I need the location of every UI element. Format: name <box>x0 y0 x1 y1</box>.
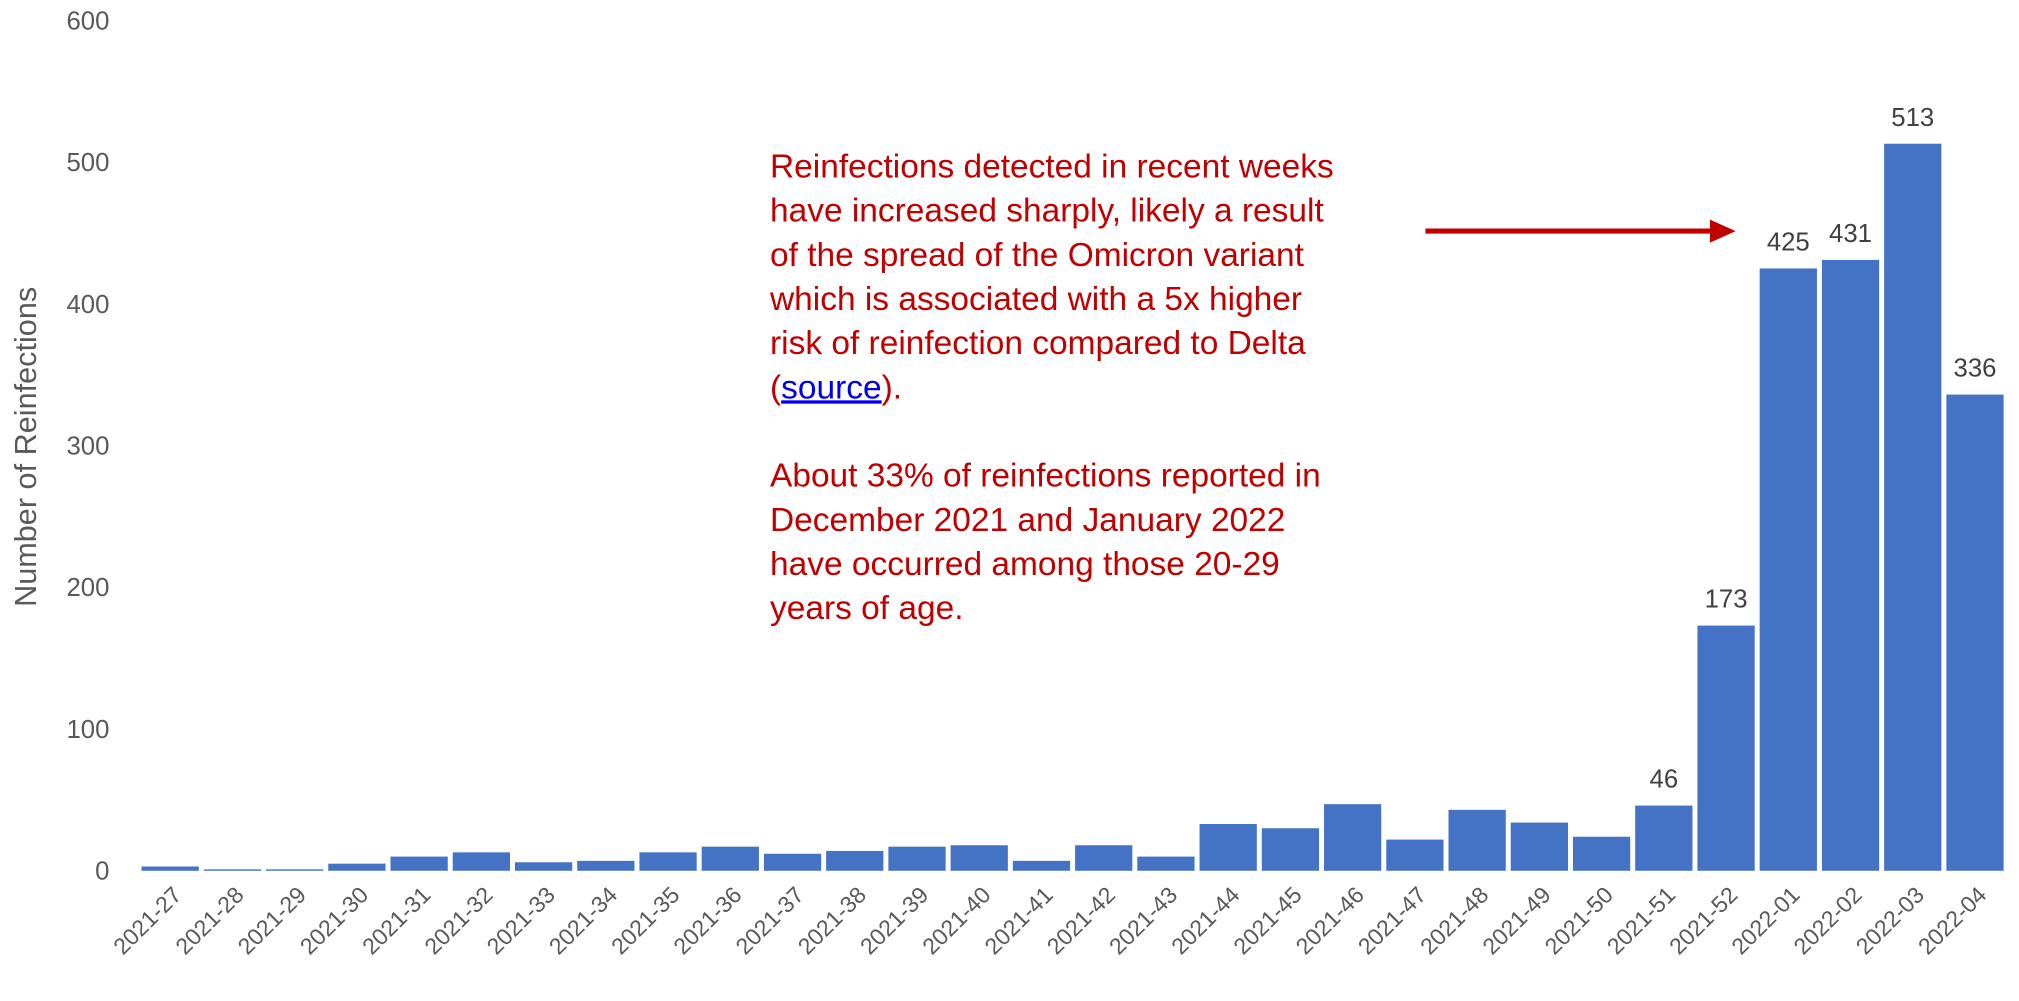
x-tick-label: 2022-03 <box>1851 882 1930 960</box>
source-link[interactable]: source <box>781 369 881 406</box>
annotation-line: Reinfections detected in recent weeks <box>770 149 1334 186</box>
x-tick-label: 2021-34 <box>544 881 623 959</box>
bar <box>950 845 1008 871</box>
y-tick-label: 500 <box>67 149 110 177</box>
x-tick-label: 2021-39 <box>855 882 934 960</box>
annotation-text: ( <box>770 369 781 406</box>
bar <box>1635 805 1693 871</box>
bar <box>141 866 199 871</box>
annotation-line: About 33% of reinfections reported in <box>770 458 1321 495</box>
bar <box>390 856 448 871</box>
bar <box>1137 856 1195 871</box>
y-tick-label: 200 <box>67 574 110 602</box>
annotation-text: ). <box>882 369 902 406</box>
bar <box>888 846 946 871</box>
bar <box>1199 823 1257 871</box>
x-tick-label: 2021-42 <box>1042 882 1121 960</box>
bar <box>1884 143 1942 871</box>
data-label: 513 <box>1891 104 1934 132</box>
x-tick-label: 2021-29 <box>233 882 312 960</box>
bar <box>577 860 635 871</box>
annotation-line: which is associated with a 5x higher <box>769 281 1302 318</box>
x-tick-label: 2021-46 <box>1291 882 1370 960</box>
x-tick-label: 2021-33 <box>481 882 560 960</box>
y-tick-label: 600 <box>67 7 110 35</box>
x-tick-label: 2021-47 <box>1353 882 1432 960</box>
arrow-head <box>1709 219 1736 243</box>
bar <box>1821 259 1880 871</box>
x-tick-label: 2021-28 <box>170 882 249 960</box>
bar <box>514 862 573 871</box>
bar <box>763 853 822 871</box>
bar <box>1572 836 1631 871</box>
annotation-line: December 2021 and January 2022 <box>770 502 1285 539</box>
x-tick-label: 2021-50 <box>1539 882 1618 960</box>
x-tick-label: 2021-37 <box>730 882 809 960</box>
x-tick-label: 2021-32 <box>419 882 498 960</box>
y-tick-label: 100 <box>67 716 110 744</box>
x-tick-label: 2021-36 <box>668 882 747 960</box>
y-tick-label: 400 <box>67 291 110 319</box>
x-tick-label: 2021-44 <box>1166 881 1245 959</box>
bar <box>826 850 884 871</box>
bar <box>452 852 510 871</box>
bar <box>1386 839 1444 871</box>
bar <box>1510 822 1568 871</box>
bar <box>1261 828 1320 871</box>
x-tick-label: 2021-51 <box>1602 882 1681 960</box>
x-tick-label: 2021-41 <box>979 882 1058 960</box>
data-label: 431 <box>1829 220 1872 248</box>
bar <box>1448 809 1506 871</box>
data-label: 336 <box>1954 355 1997 383</box>
bar <box>701 846 759 871</box>
x-tick-label: 2021-30 <box>295 882 374 960</box>
y-axis-label: Number of Reinfections <box>8 287 43 607</box>
x-tick-label: 2021-45 <box>1228 882 1307 960</box>
x-tick-label: 2022-04 <box>1913 881 1992 959</box>
x-tick-label: 2021-52 <box>1664 882 1743 960</box>
x-tick-label: 2021-27 <box>108 882 187 960</box>
bar <box>1324 804 1382 871</box>
x-tick-label: 2021-43 <box>1104 882 1183 960</box>
data-label: 46 <box>1650 766 1679 794</box>
bar <box>639 852 697 871</box>
annotation-line: have occurred among those 20-29 <box>770 546 1280 583</box>
annotation-line: years of age. <box>770 590 964 627</box>
x-tick-label: 2022-02 <box>1788 882 1867 960</box>
data-label: 173 <box>1705 586 1748 614</box>
y-tick-label: 0 <box>95 858 109 886</box>
x-tick-label: 2021-31 <box>357 882 436 960</box>
x-tick-label: 2021-49 <box>1477 882 1556 960</box>
annotation-line: have increased sharply, likely a result <box>770 193 1324 230</box>
bar <box>1759 268 1817 871</box>
bar <box>1075 845 1133 871</box>
bar <box>203 869 262 871</box>
annotation-line: (source). <box>770 369 902 406</box>
x-tick-label: 2021-38 <box>793 882 872 960</box>
x-tick-label: 2021-48 <box>1415 882 1494 960</box>
bar <box>1012 860 1071 871</box>
x-tick-label: 2021-35 <box>606 882 685 960</box>
bar <box>266 869 324 871</box>
bar <box>1697 625 1755 871</box>
bar <box>1946 394 2004 871</box>
data-label: 425 <box>1767 229 1810 257</box>
y-tick-label: 300 <box>67 433 110 461</box>
x-tick-label: 2021-40 <box>917 882 996 960</box>
annotation-line: risk of reinfection compared to Delta <box>770 325 1306 362</box>
annotation-line: of the spread of the Omicron variant <box>770 237 1305 274</box>
x-tick-label: 2022-01 <box>1726 882 1805 960</box>
bar <box>328 863 386 871</box>
